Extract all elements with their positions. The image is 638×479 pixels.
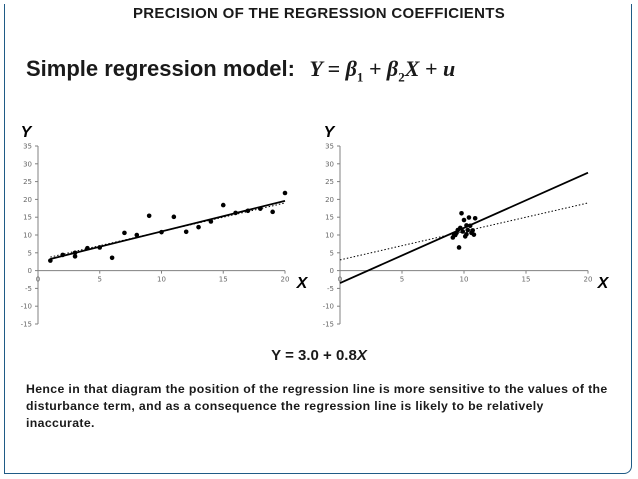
y-axis-label: Y — [324, 124, 336, 141]
y-tick-label: 25 — [325, 178, 334, 186]
regression-line — [339, 171, 589, 284]
data-point — [465, 227, 471, 233]
y-tick-label: 5 — [330, 249, 334, 257]
data-point — [466, 215, 472, 220]
data-point — [159, 229, 164, 235]
data-point — [470, 228, 475, 233]
x-tick-label: 15 — [522, 276, 531, 284]
fitted-equation-var: X — [356, 347, 367, 364]
data-point — [72, 250, 78, 256]
y-tick-label: -5 — [25, 285, 32, 293]
data-point — [258, 206, 263, 211]
data-point — [456, 245, 462, 250]
data-point — [459, 210, 464, 216]
y-tick-label: -15 — [323, 321, 334, 329]
model-label: Simple regression model: — [26, 56, 295, 81]
y-tick-label: 15 — [325, 214, 334, 222]
eq-plus-2: + — [419, 56, 443, 81]
data-point — [461, 217, 467, 223]
y-tick-label: 5 — [28, 249, 32, 257]
chart-1: -15 -10 -5 0 5 10 15 20 25 30 35 0 5 10 15 20 Y X — [21, 124, 309, 329]
eq-lhs: Y = — [309, 56, 346, 81]
y-tick-label: 25 — [23, 178, 32, 186]
data-point — [233, 210, 238, 216]
y-tick-label: -10 — [21, 303, 32, 311]
explanation-paragraph: Hence in that diagram the position of th… — [26, 382, 608, 430]
x-tick-label: 20 — [584, 276, 593, 284]
y-tick-label: 20 — [325, 196, 334, 204]
eq-sub-2: 2 — [398, 69, 405, 85]
fitted-equation-text: Y = 3.0 + 0.8 — [271, 347, 357, 364]
data-point — [122, 230, 127, 236]
data-point — [467, 223, 473, 229]
eq-x-term: X — [404, 56, 420, 81]
y-tick-label: 30 — [23, 160, 32, 168]
y-tick-label: 35 — [325, 143, 334, 151]
y-tick-label: 0 — [330, 267, 334, 275]
y-tick-label: 15 — [23, 214, 32, 222]
slide-frame — [4, 4, 632, 474]
x-tick-label: 5 — [400, 276, 404, 284]
data-point — [146, 213, 152, 219]
data-point — [220, 202, 226, 208]
data-point — [171, 214, 177, 220]
eq-u: u — [442, 56, 456, 81]
data-point — [48, 258, 53, 263]
data-point — [72, 254, 78, 259]
y-tick-label: 0 — [28, 267, 32, 275]
x-axis-label: X — [296, 275, 309, 292]
eq-plus-1: + — [363, 56, 387, 81]
data-point — [455, 227, 461, 233]
x-tick-label: 15 — [219, 276, 228, 284]
x-tick-label: 0 — [338, 276, 342, 284]
data-point — [196, 224, 201, 230]
data-point — [460, 229, 466, 234]
model-row: Simple regression model: Y = β1 + β2X + … — [26, 56, 455, 85]
model-equation: Y = β1 + β2X + u — [309, 56, 456, 85]
data-point — [183, 229, 189, 235]
data-point — [270, 209, 275, 215]
y-tick-label: -5 — [327, 285, 334, 293]
y-axis-label: Y — [21, 124, 33, 141]
x-tick-label: 20 — [281, 276, 290, 284]
data-point — [464, 231, 469, 237]
slide-title: PRECISION OF THE REGRESSION COEFFICIENTS — [132, 5, 506, 22]
eq-sub-1: 1 — [356, 69, 364, 85]
x-axis-label: X — [597, 275, 610, 292]
data-point — [472, 215, 478, 221]
y-tick-label: 10 — [23, 232, 32, 240]
y-tick-label: 30 — [325, 160, 334, 168]
x-tick-label: 0 — [36, 276, 40, 284]
y-tick-label: 10 — [325, 232, 334, 240]
y-tick-label: 20 — [23, 196, 32, 204]
data-point — [60, 252, 65, 258]
fitted-equation: Y = 3.0 + 0.8X — [0, 347, 638, 364]
data-point — [471, 232, 477, 237]
data-point — [245, 208, 251, 214]
eq-beta-2: β — [386, 56, 399, 81]
data-point — [97, 245, 103, 250]
data-point — [134, 232, 140, 238]
x-tick-label: 10 — [460, 276, 469, 284]
y-tick-label: -15 — [21, 321, 32, 329]
y-tick-label: 35 — [23, 143, 32, 151]
y-tick-label: -10 — [323, 303, 334, 311]
eq-beta-1: β — [345, 56, 357, 81]
data-point — [85, 245, 90, 251]
data-point — [109, 255, 115, 261]
data-point — [464, 223, 469, 228]
chart-2: -15 -10 -5 0 5 10 15 20 25 30 35 0 5 10 15 20 Y X — [323, 124, 610, 329]
x-tick-label: 10 — [157, 276, 166, 284]
data-point — [208, 219, 214, 224]
data-point — [282, 190, 288, 196]
x-tick-label: 5 — [98, 276, 102, 284]
data-point — [451, 232, 457, 237]
